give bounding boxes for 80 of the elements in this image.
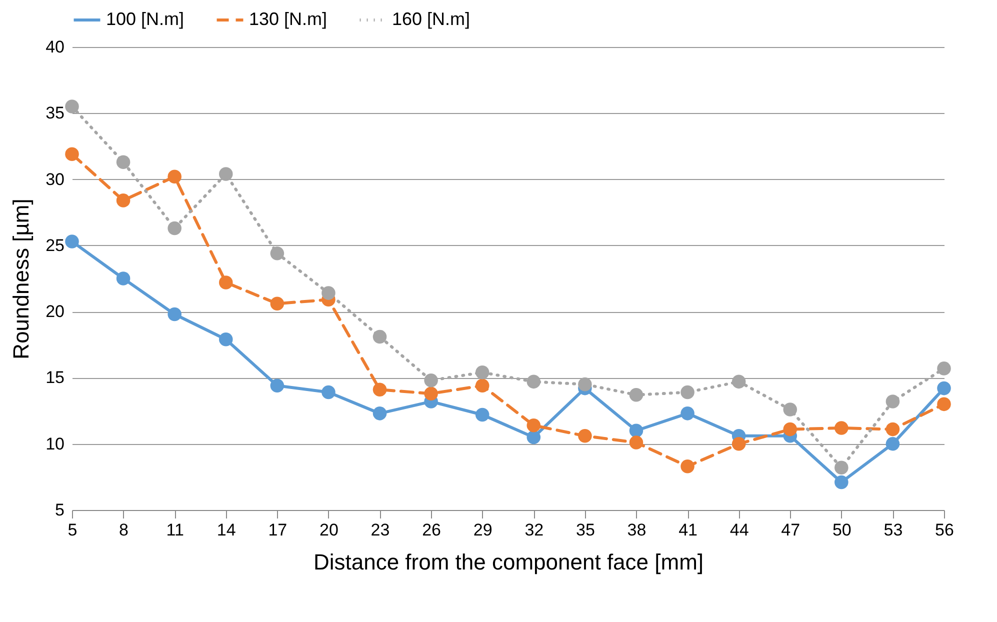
x-tick-label: 14 (216, 520, 236, 540)
point (526, 430, 541, 444)
legend-label: 130 [N.m] (249, 9, 328, 29)
point (218, 167, 233, 181)
point (578, 377, 592, 392)
point (218, 276, 233, 290)
point (475, 408, 490, 422)
y-tick-label: 20 (46, 302, 64, 322)
y-tick-label: 30 (46, 170, 64, 189)
x-axis-title: Distance from the component face [mm] (313, 550, 704, 574)
x-tick-label: 23 (370, 520, 390, 540)
legend-label: 100 [N.m] (106, 9, 184, 29)
point (322, 286, 336, 300)
point (65, 234, 79, 248)
y-tick-label: 10 (46, 434, 64, 454)
x-tick-label: 56 (935, 520, 954, 540)
point (116, 272, 130, 286)
y-axis-title: Roundness [µm] (8, 198, 34, 360)
y-tick-label: 40 (46, 38, 64, 56)
point (116, 194, 130, 208)
point (886, 436, 900, 451)
point (270, 378, 284, 393)
point (65, 147, 79, 162)
y-tick-label: 15 (46, 368, 64, 388)
point (680, 385, 694, 400)
point (680, 459, 694, 474)
point (65, 100, 79, 114)
x-tick-label: 8 (119, 520, 129, 540)
x-tick-label: 32 (524, 520, 544, 540)
point (322, 385, 336, 400)
point (783, 402, 798, 416)
x-tick-label: 44 (730, 520, 749, 540)
point (834, 475, 848, 490)
point (937, 381, 951, 396)
y-tick-label: 5 (55, 500, 64, 520)
point (270, 296, 284, 311)
point (372, 330, 387, 344)
point (732, 374, 746, 389)
point (526, 418, 541, 432)
point (424, 373, 438, 388)
point (834, 421, 848, 435)
point (270, 246, 284, 260)
point (937, 362, 951, 376)
point (629, 388, 644, 402)
point (886, 394, 900, 408)
point (116, 155, 130, 169)
point (372, 406, 387, 420)
x-tick-label: 11 (166, 520, 184, 540)
x-tick-label: 53 (884, 520, 903, 540)
x-tick-label: 29 (473, 520, 492, 540)
point (834, 460, 848, 475)
point (475, 378, 490, 393)
point (680, 406, 694, 420)
point (886, 422, 900, 436)
point (526, 374, 541, 389)
x-tick-label: 47 (781, 520, 800, 540)
x-tick-label: 35 (576, 520, 595, 540)
point (218, 332, 233, 346)
point (168, 170, 182, 184)
point (424, 386, 438, 400)
point (629, 436, 644, 450)
point (732, 436, 746, 451)
legend-label: 160 [N.m] (392, 9, 470, 29)
point (168, 221, 182, 236)
x-tick-label: 5 (68, 520, 78, 540)
point (629, 424, 644, 438)
y-tick-label: 25 (46, 236, 64, 255)
x-tick-label: 26 (422, 520, 442, 540)
x-tick-label: 50 (832, 520, 852, 540)
point (168, 307, 182, 322)
x-tick-label: 41 (678, 520, 698, 540)
y-tick-label: 35 (46, 104, 64, 123)
x-tick-label: 38 (627, 520, 646, 540)
point (937, 397, 951, 412)
point (475, 366, 490, 380)
point (578, 429, 592, 443)
point (783, 422, 798, 436)
x-tick-label: 17 (268, 520, 288, 540)
x-tick-label: 20 (320, 520, 338, 540)
point (372, 382, 387, 396)
